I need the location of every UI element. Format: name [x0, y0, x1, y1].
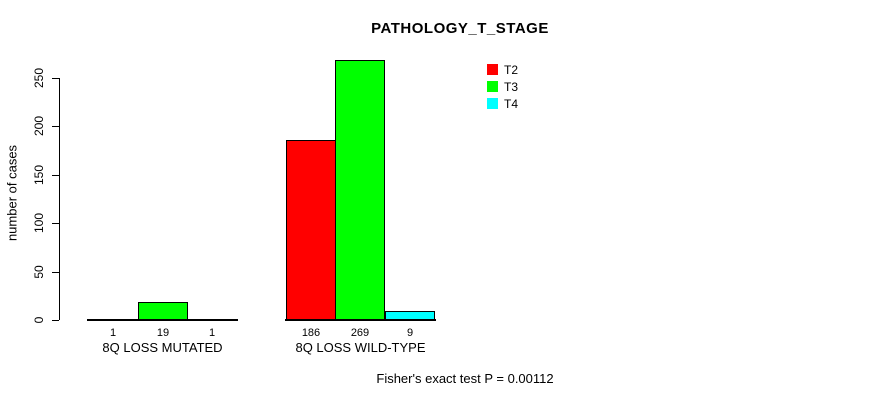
y-axis-line — [59, 78, 60, 320]
bar-value-label: 9 — [406, 327, 414, 339]
legend-label: T2 — [504, 62, 519, 77]
bar-t2-group1 — [88, 319, 138, 321]
y-tick-mark — [52, 175, 59, 176]
y-tick-label: 50 — [32, 265, 46, 279]
legend-swatch-t4 — [487, 98, 498, 109]
y-tick-mark — [52, 223, 59, 224]
y-axis-label: number of cases — [4, 144, 20, 242]
bar-t4-group1 — [187, 319, 237, 321]
bar-value-label: 1 — [208, 327, 216, 339]
bar-value-label: 186 — [301, 327, 321, 339]
bar-value-label: 269 — [350, 327, 370, 339]
bar-value-label: 19 — [156, 327, 170, 339]
legend-row-t4: T4 — [487, 95, 518, 112]
y-tick-mark — [52, 272, 59, 273]
y-tick-label: 200 — [32, 115, 46, 137]
y-tick-mark — [52, 320, 59, 321]
legend: T2 T3 T4 — [487, 61, 518, 112]
x-category-label: 8Q LOSS MUTATED — [102, 340, 223, 355]
x-category-label: 8Q LOSS WILD-TYPE — [295, 340, 426, 355]
bar-t3-group1 — [138, 302, 188, 320]
legend-label: T3 — [504, 79, 519, 94]
y-tick-mark — [52, 78, 59, 79]
x-axis-baseline — [285, 319, 436, 321]
fisher-test-annotation: Fisher's exact test P = 0.00112 — [376, 371, 554, 386]
legend-row-t3: T3 — [487, 78, 518, 95]
y-tick-label: 250 — [32, 67, 46, 89]
bar-t3-group2 — [335, 60, 385, 320]
bar-t2-group2 — [286, 140, 336, 320]
x-axis-baseline — [87, 319, 238, 321]
bar-t4-group2 — [385, 311, 435, 320]
legend-row-t2: T2 — [487, 61, 518, 78]
bar-value-label: 1 — [109, 327, 117, 339]
chart-title: PATHOLOGY_T_STAGE — [371, 20, 549, 37]
y-tick-label: 150 — [32, 164, 46, 186]
legend-label: T4 — [504, 96, 519, 111]
y-tick-label: 100 — [32, 212, 46, 234]
y-tick-mark — [52, 126, 59, 127]
y-tick-label: 0 — [32, 316, 46, 324]
legend-swatch-t2 — [487, 64, 498, 75]
legend-swatch-t3 — [487, 81, 498, 92]
